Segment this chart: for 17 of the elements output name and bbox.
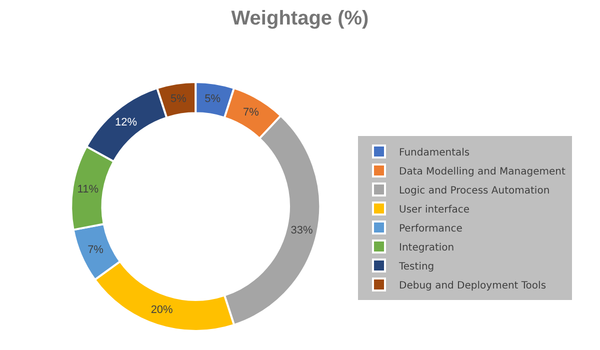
- data-label: 11%: [77, 183, 99, 196]
- legend-label: Debug and Deployment Tools: [399, 280, 546, 292]
- chart-title: Weightage (%): [231, 8, 369, 30]
- data-label: 20%: [150, 304, 174, 316]
- data-label: 33%: [290, 224, 314, 236]
- data-label: 7%: [242, 106, 260, 119]
- legend-label: Testing: [398, 261, 434, 272]
- legend-label: Logic and Process Automation: [399, 185, 550, 196]
- legend-label: User interface: [399, 204, 470, 216]
- data-label: 5%: [204, 92, 221, 105]
- legend-label: Data Modelling and Management: [399, 166, 566, 178]
- data-label: 5%: [170, 92, 187, 105]
- data-label: 7%: [88, 244, 104, 256]
- legend-label: Fundamentals: [399, 147, 470, 158]
- legend-label: Performance: [399, 223, 462, 234]
- data-label: 12%: [115, 116, 138, 129]
- legend-label: Integration: [399, 242, 454, 254]
